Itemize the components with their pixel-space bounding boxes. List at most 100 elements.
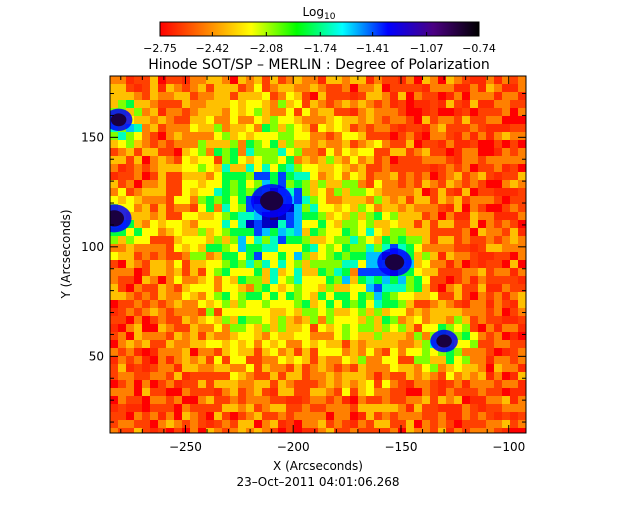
heatmap-cell [478,116,486,124]
heatmap-cell [470,404,478,412]
heatmap-cell [462,324,470,332]
heatmap-cell [174,148,182,156]
heatmap-cell [206,308,214,316]
heatmap-cell [238,220,246,228]
heatmap-cell [462,316,470,324]
heatmap-cell [342,300,350,308]
heatmap-cell [430,228,438,236]
heatmap-cell [382,92,390,100]
heatmap-cell [254,332,262,340]
heatmap-cell [366,260,374,268]
y-tick-label: 150 [81,130,104,144]
heatmap-cell [438,244,446,252]
heatmap-cell [126,100,134,108]
heatmap-cell [470,116,478,124]
heatmap-cell [158,116,166,124]
heatmap-cell [118,148,126,156]
heatmap-cell [510,244,518,252]
heatmap-cell [382,84,390,92]
heatmap-cell [206,380,214,388]
heatmap-cell [142,204,150,212]
heatmap-cell [406,220,414,228]
heatmap-cell [470,388,478,396]
heatmap-cell [390,148,398,156]
heatmap-cell [310,412,318,420]
heatmap-cell [366,180,374,188]
heatmap-cell [478,412,486,420]
heatmap-cell [142,372,150,380]
heatmap-cell [150,372,158,380]
heatmap-cell [214,380,222,388]
heatmap-cell [254,364,262,372]
heatmap-cell [174,108,182,116]
heatmap-cell [166,156,174,164]
heatmap-cell [486,324,494,332]
heatmap-cell [214,292,222,300]
heatmap-cell [174,372,182,380]
heatmap-cell [406,212,414,220]
heatmap-cell [254,236,262,244]
heatmap-cell [510,308,518,316]
heatmap-cell [174,172,182,180]
heatmap-cell [398,140,406,148]
heatmap-cell [358,428,366,433]
heatmap-cell [430,308,438,316]
heatmap-cell [150,212,158,220]
heatmap-cell [446,348,454,356]
heatmap-cell [486,228,494,236]
heatmap-cell [126,396,134,404]
heatmap-cell [110,372,118,380]
heatmap-cell [390,372,398,380]
heatmap-cell [318,356,326,364]
heatmap-cell [342,164,350,172]
heatmap-cell [182,244,190,252]
heatmap-cell [166,428,174,433]
heatmap-cell [230,180,238,188]
heatmap-cell [294,204,302,212]
heatmap-cell [350,76,358,84]
heatmap-cell [334,284,342,292]
heatmap-cell [510,180,518,188]
heatmap-cell [246,332,254,340]
heatmap-cell [454,124,462,132]
heatmap-cell [414,116,422,124]
heatmap-cell [390,172,398,180]
heatmap-cell [254,148,262,156]
heatmap-cell [166,212,174,220]
heatmap-cell [334,108,342,116]
heatmap-cell [166,348,174,356]
heatmap-cell [510,428,518,433]
heatmap-cell [126,172,134,180]
heatmap-cell [310,244,318,252]
heatmap-cell [398,316,406,324]
heatmap-cell [374,84,382,92]
heatmap-cell [190,388,198,396]
heatmap-cell [206,124,214,132]
heatmap-cell [214,372,222,380]
heatmap-cell [278,92,286,100]
heatmap-cell [382,212,390,220]
heatmap-cell [254,316,262,324]
heatmap-cell [134,140,142,148]
heatmap-cell [478,140,486,148]
heatmap-cell [294,124,302,132]
heatmap-cell [190,196,198,204]
heatmap-cell [278,124,286,132]
heatmap-cell [342,260,350,268]
heatmap-cell [190,148,198,156]
heatmap-cell [270,396,278,404]
heatmap-cell [246,308,254,316]
timestamp: 23–Oct–2011 04:01:06.268 [237,475,400,489]
heatmap-cell [326,156,334,164]
heatmap-cell [214,188,222,196]
heatmap-cell [190,188,198,196]
heatmap-cell [382,204,390,212]
heatmap-area [110,76,526,433]
heatmap-cell [342,404,350,412]
heatmap-cell [310,188,318,196]
heatmap-cell [278,212,286,220]
heatmap-cell [326,252,334,260]
heatmap-cell [198,428,206,433]
heatmap-cell [342,92,350,100]
